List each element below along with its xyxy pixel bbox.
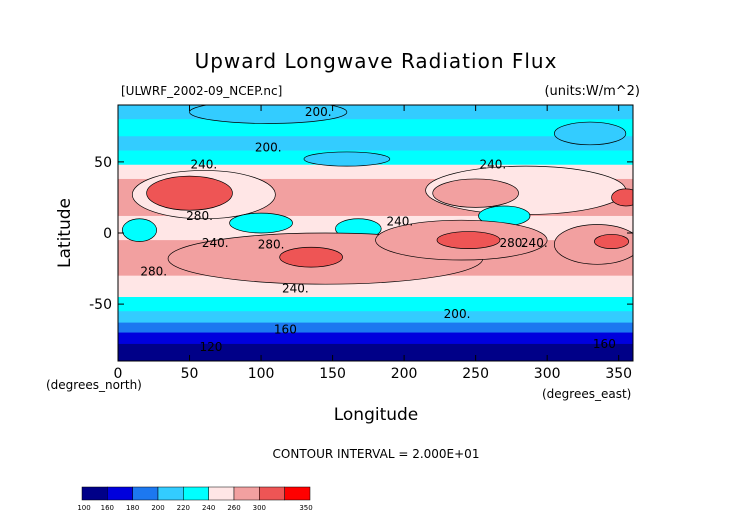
- colorbar-label-200: 200: [151, 504, 164, 512]
- y-tick-label-0: 0: [103, 226, 112, 242]
- x-tick-label-300: 300: [534, 366, 561, 382]
- contour-label-3: 240.: [479, 158, 506, 172]
- contour-label-2: 240.: [190, 158, 217, 172]
- x-tick-label-100: 100: [248, 366, 275, 382]
- flux-region-16: [436, 231, 501, 249]
- contour-interval-text: CONTOUR INTERVAL = 2.000E+01: [273, 447, 480, 461]
- x-unit-label: (degrees_east): [542, 387, 631, 401]
- contour-label-0: 200.: [305, 105, 332, 119]
- contour-label-14: 120: [200, 340, 223, 354]
- latitude-band-11: [118, 322, 633, 334]
- contour-label-12: 200.: [444, 307, 471, 321]
- colorbar: 100 160 180 200 220 240 260 300 350: [77, 486, 313, 512]
- contour-label-6: 240.: [202, 236, 229, 250]
- flux-region-2: [303, 151, 391, 167]
- contour-label-8: 280.: [499, 236, 526, 250]
- colorbar-swatch-3: [157, 486, 184, 501]
- colorbar-label-240: 240: [202, 504, 215, 512]
- x-tick-label-0: 0: [114, 366, 123, 382]
- contour-label-1: 200.: [255, 141, 282, 155]
- contour-label-10: 280.: [140, 264, 167, 278]
- flux-region-11: [121, 218, 157, 242]
- colorbar-swatch-8: [284, 486, 311, 501]
- colorbar-swatch-1: [107, 486, 133, 501]
- colorbar-label-180: 180: [126, 504, 139, 512]
- colorbar-label-260: 260: [227, 504, 240, 512]
- colorbar-label-160: 160: [101, 504, 114, 512]
- colorbar-swatch-7: [259, 486, 285, 501]
- flux-region-1: [553, 121, 627, 146]
- latitude-band-2: [118, 136, 633, 152]
- latitude-band-13: [118, 343, 633, 361]
- colorbar-swatch-4: [183, 486, 209, 501]
- chart-subtitle-units: (units:W/m^2): [544, 84, 640, 99]
- x-axis: 0 50 100 150 200 250 300 350: [114, 105, 632, 382]
- colorbar-label-350: 350: [299, 504, 312, 512]
- flux-region-6: [611, 188, 633, 207]
- x-axis-label: Longitude: [334, 405, 419, 425]
- latitude-band-10: [118, 311, 633, 324]
- colorbar-swatch-0: [81, 486, 108, 501]
- flux-region-5: [146, 175, 233, 211]
- contour-label-9: 240.: [521, 236, 548, 250]
- flux-region-8: [229, 212, 293, 234]
- contour-label-7: 280.: [258, 237, 285, 251]
- y-unit-label: (degrees_north): [46, 378, 142, 392]
- flux-region-7: [432, 178, 519, 208]
- contour-labels: 200.200.240. 240.280. 240.240. 280. 280.240.…: [140, 105, 615, 354]
- colorbar-swatch-2: [132, 486, 159, 501]
- x-tick-label-350: 350: [605, 366, 632, 382]
- y-tick-label-50: 50: [94, 155, 112, 171]
- x-tick-label-200: 200: [391, 366, 418, 382]
- chart-subtitle-dataset: [ULWRF_2002-09_NCEP.nc]: [121, 84, 282, 98]
- contour-label-11: 240.: [282, 281, 309, 295]
- latitude-band-9: [118, 297, 633, 312]
- contour-label-4: 280.: [186, 209, 213, 223]
- chart-title: Upward Longwave Radiation Flux: [195, 49, 558, 73]
- plot-area: [118, 105, 633, 361]
- colorbar-label-300: 300: [253, 504, 266, 512]
- latitude-band-12: [118, 332, 633, 345]
- y-tick-label--50: -50: [89, 297, 112, 313]
- flux-regions: [121, 105, 633, 285]
- y-axis-label: Latitude: [55, 198, 75, 268]
- colorbar-label-220: 220: [177, 504, 190, 512]
- latitude-band-1: [118, 119, 633, 137]
- x-tick-label-250: 250: [462, 366, 489, 382]
- colorbar-swatch-5: [208, 486, 235, 501]
- x-tick-label-50: 50: [181, 366, 199, 382]
- contour-label-13: 160: [274, 323, 297, 337]
- x-tick-label-150: 150: [319, 366, 346, 382]
- flux-region-17: [594, 234, 630, 249]
- contour-label-5: 240.: [386, 215, 413, 229]
- colorbar-swatch-6: [233, 486, 260, 501]
- contour-label-15: 160: [593, 337, 616, 351]
- flux-region-15: [279, 246, 343, 268]
- flux-region-0: [189, 105, 348, 124]
- colorbar-label-100: 100: [77, 504, 90, 512]
- y-axis: -50 0 50: [89, 155, 633, 313]
